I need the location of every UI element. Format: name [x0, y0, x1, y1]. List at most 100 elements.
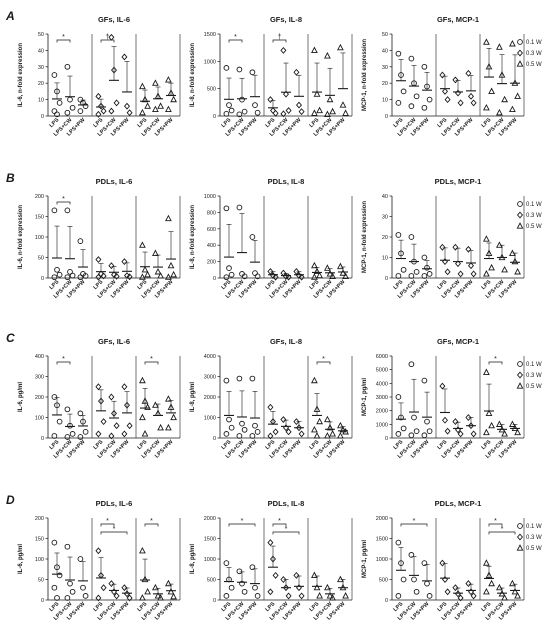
data-point	[121, 584, 128, 592]
data-point	[95, 594, 102, 602]
row-letter-d: D	[6, 493, 15, 507]
data-point	[267, 96, 274, 104]
data-point	[326, 423, 334, 431]
data-point	[157, 102, 164, 109]
data-point	[267, 539, 274, 547]
chart-panel: PDLs, IL-6IL-6, pg/ml050100150200LPSLPS+…	[18, 499, 181, 622]
data-point	[167, 587, 175, 595]
data-point	[514, 92, 521, 99]
significance-bracket	[316, 361, 331, 365]
data-point	[483, 235, 490, 242]
data-point	[144, 587, 151, 595]
data-point	[316, 592, 323, 599]
y-tick-label: 0	[385, 598, 388, 604]
data-point	[329, 107, 336, 115]
data-point	[408, 103, 415, 110]
data-point	[468, 92, 474, 100]
data-point	[316, 271, 323, 279]
data-point	[324, 52, 331, 59]
data-point	[249, 234, 256, 240]
data-point	[337, 575, 344, 583]
data-point	[139, 108, 146, 116]
data-point	[228, 271, 235, 278]
significance-bracket	[488, 523, 503, 527]
data-point	[100, 272, 107, 280]
significance-mark: *	[278, 518, 281, 525]
data-point	[80, 418, 86, 425]
data-point	[139, 594, 146, 601]
data-point	[239, 96, 245, 103]
data-point	[411, 80, 417, 87]
data-point	[165, 76, 172, 83]
data-point	[511, 257, 519, 265]
data-point	[95, 273, 102, 281]
data-point	[51, 433, 58, 439]
data-point	[126, 109, 133, 117]
data-point	[239, 580, 245, 587]
chart-title: GFs, IL-8	[270, 337, 302, 346]
data-point	[165, 273, 172, 280]
data-point	[157, 594, 164, 601]
data-point	[455, 260, 461, 268]
data-point	[236, 375, 243, 382]
y-tick-label: 400	[207, 243, 216, 249]
data-point	[455, 426, 461, 434]
data-point	[272, 428, 279, 436]
data-point	[457, 594, 464, 602]
data-point	[298, 108, 305, 116]
data-point	[483, 103, 490, 111]
data-point	[252, 270, 258, 276]
data-point	[298, 273, 305, 281]
data-point	[280, 416, 287, 423]
data-point	[236, 204, 243, 211]
data-point	[77, 108, 84, 114]
data-point	[124, 590, 130, 598]
data-point	[517, 211, 523, 219]
data-point	[241, 108, 248, 115]
y-tick-label: 0	[385, 276, 388, 282]
data-point	[342, 109, 349, 116]
data-point	[270, 418, 276, 426]
data-point	[170, 413, 177, 421]
data-point	[98, 270, 104, 278]
legend-label: 0.3 W	[526, 213, 542, 219]
data-point	[285, 428, 292, 436]
significance-bracket	[100, 523, 115, 527]
y-tick-label: 3000	[376, 395, 388, 401]
y-tick-label: 10	[382, 256, 388, 262]
data-point	[152, 401, 159, 408]
data-point	[64, 207, 71, 214]
data-point	[283, 424, 289, 432]
data-point	[313, 267, 321, 275]
data-point	[100, 418, 107, 426]
legend-row-b: 0.1 W 0.3 W 0.5 W	[516, 201, 542, 230]
data-point	[64, 543, 71, 550]
data-point	[121, 430, 128, 438]
data-point	[516, 222, 524, 229]
data-point	[514, 428, 521, 436]
y-axis-label: MCP-1, pg/ml	[362, 378, 368, 416]
data-point	[236, 111, 243, 118]
data-point	[316, 417, 323, 425]
data-point	[157, 423, 164, 431]
significance-bracket	[488, 361, 503, 365]
data-point	[413, 588, 420, 595]
significance-mark: *	[494, 356, 497, 363]
data-point	[311, 261, 318, 269]
data-point	[395, 50, 402, 57]
significance-mark: *	[234, 34, 237, 41]
data-point	[270, 107, 276, 114]
data-point	[51, 394, 58, 400]
significance-mark: *	[494, 518, 497, 525]
data-point	[509, 39, 516, 47]
data-point	[408, 552, 415, 558]
y-axis-label: MCP-1, n-fold expression	[362, 201, 368, 273]
data-point	[141, 397, 149, 404]
data-point	[254, 593, 261, 599]
data-point	[516, 382, 524, 389]
data-point	[485, 62, 493, 70]
data-point	[395, 593, 402, 599]
y-tick-label: 800	[207, 210, 216, 216]
data-point	[226, 416, 232, 423]
data-point	[56, 572, 63, 579]
